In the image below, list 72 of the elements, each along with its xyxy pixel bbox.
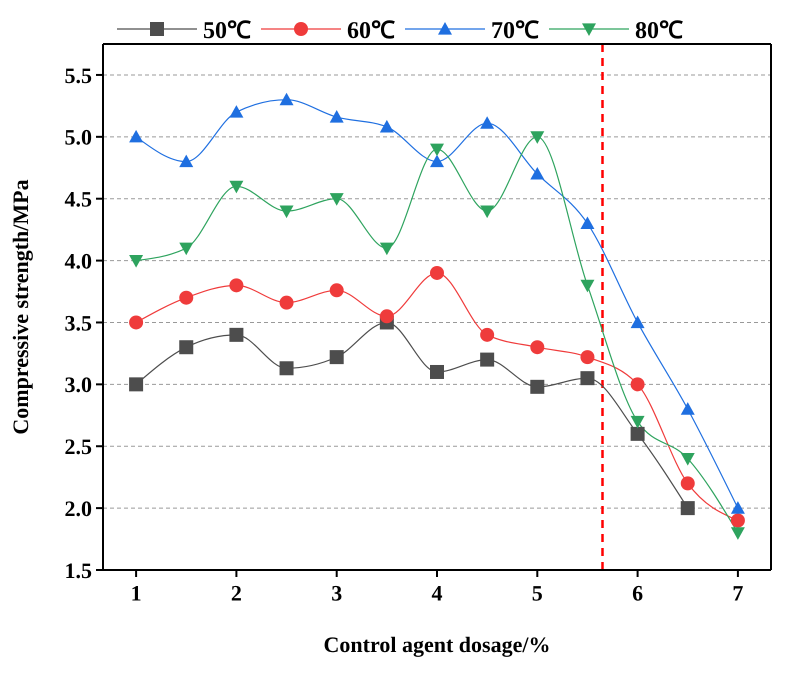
y-tick-label: 1.5 xyxy=(64,558,92,583)
point xyxy=(179,290,194,305)
y-tick-label: 5.5 xyxy=(64,62,92,88)
point xyxy=(580,371,594,386)
point xyxy=(730,513,745,528)
point xyxy=(480,205,494,218)
y-tick-label: 3.0 xyxy=(64,372,92,398)
point xyxy=(330,193,344,206)
point xyxy=(229,328,244,342)
point xyxy=(480,328,494,342)
y-tick-label: 3.5 xyxy=(64,310,92,336)
point xyxy=(730,527,745,540)
point xyxy=(680,476,695,490)
point xyxy=(630,377,645,392)
point xyxy=(380,120,394,133)
point xyxy=(680,453,695,466)
point xyxy=(330,110,344,123)
point xyxy=(280,205,294,218)
point xyxy=(430,364,444,379)
point xyxy=(129,130,144,142)
point xyxy=(580,216,594,230)
point xyxy=(730,501,745,514)
x-tick-label: 4 xyxy=(432,580,442,606)
point xyxy=(179,154,194,168)
point xyxy=(480,116,494,129)
point xyxy=(229,105,244,118)
legend-label: 80℃ xyxy=(635,17,683,45)
y-tick-label: 2.5 xyxy=(64,434,92,460)
point xyxy=(530,340,544,354)
point xyxy=(129,377,144,392)
point xyxy=(680,501,695,516)
point xyxy=(179,340,194,354)
point xyxy=(680,402,695,415)
point xyxy=(330,350,344,364)
legend-label: 60℃ xyxy=(347,17,395,45)
point xyxy=(430,154,444,168)
point xyxy=(530,380,544,394)
point xyxy=(280,92,294,106)
x-tick-label: 2 xyxy=(230,580,242,606)
point xyxy=(229,278,244,292)
x-tick-label: 7 xyxy=(732,580,744,606)
point xyxy=(630,426,645,441)
point xyxy=(430,144,444,156)
x-tick-label: 6 xyxy=(632,580,644,606)
y-axis-title: Compressive strength/MPa xyxy=(8,179,33,435)
point xyxy=(430,266,444,280)
y-tick-label: 5.0 xyxy=(64,124,92,150)
point xyxy=(580,280,594,292)
point xyxy=(380,309,394,324)
point xyxy=(129,315,144,330)
point xyxy=(580,350,594,364)
point xyxy=(480,352,494,367)
y-tick-label: 4.0 xyxy=(64,248,92,274)
point xyxy=(280,296,294,310)
point xyxy=(630,315,645,328)
x-axis-title: Control agent dosage/% xyxy=(324,632,550,657)
legend-label: 70℃ xyxy=(491,17,539,45)
x-tick-label: 3 xyxy=(331,580,342,606)
x-tick-label: 5 xyxy=(532,580,543,606)
x-tick-label: 1 xyxy=(130,580,142,606)
legend-label: 50℃ xyxy=(203,17,251,45)
point xyxy=(229,180,244,194)
point xyxy=(179,242,194,256)
point xyxy=(530,131,544,144)
point xyxy=(630,416,645,428)
point xyxy=(129,254,144,268)
point xyxy=(380,242,394,256)
y-tick-label: 2.0 xyxy=(64,496,92,521)
y-tick-label: 4.5 xyxy=(64,186,92,212)
point xyxy=(280,361,294,376)
point xyxy=(330,283,344,298)
point xyxy=(530,166,544,180)
